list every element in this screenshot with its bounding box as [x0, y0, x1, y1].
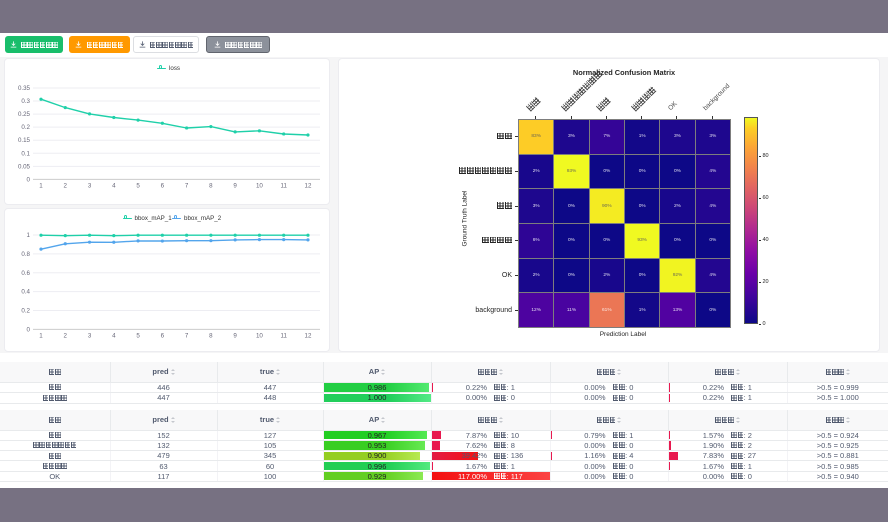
svg-text:0.3: 0.3: [21, 98, 30, 105]
svg-text:10: 10: [256, 332, 263, 339]
svg-text:5: 5: [136, 332, 140, 339]
svg-text:12: 12: [305, 332, 312, 339]
svg-text:7: 7: [185, 182, 189, 189]
svg-text:11: 11: [280, 332, 287, 339]
svg-text:0: 0: [27, 176, 31, 183]
svg-text:6: 6: [161, 182, 165, 189]
svg-text:3: 3: [88, 182, 92, 189]
svg-text:11: 11: [280, 182, 287, 189]
svg-text:0.05: 0.05: [18, 163, 31, 170]
svg-text:8: 8: [209, 332, 213, 339]
svg-text:0.8: 0.8: [21, 251, 30, 258]
svg-text:0.2: 0.2: [21, 308, 30, 315]
svg-text:0.15: 0.15: [18, 137, 31, 144]
svg-text:0.2: 0.2: [21, 124, 30, 131]
svg-text:0.1: 0.1: [21, 150, 30, 157]
svg-text:8: 8: [209, 182, 213, 189]
svg-text:4: 4: [112, 182, 116, 189]
svg-text:1: 1: [39, 182, 43, 189]
svg-text:0.4: 0.4: [21, 289, 30, 296]
svg-text:5: 5: [136, 182, 140, 189]
svg-text:0.25: 0.25: [18, 111, 31, 118]
svg-text:4: 4: [112, 332, 116, 339]
svg-text:12: 12: [305, 182, 312, 189]
svg-text:2: 2: [64, 332, 68, 339]
svg-text:0.35: 0.35: [18, 85, 31, 92]
svg-text:10: 10: [256, 182, 263, 189]
svg-text:1: 1: [27, 232, 31, 239]
svg-text:7: 7: [185, 332, 189, 339]
svg-text:0.6: 0.6: [21, 270, 30, 277]
svg-text:6: 6: [161, 332, 165, 339]
svg-text:9: 9: [233, 182, 237, 189]
svg-text:9: 9: [233, 332, 237, 339]
svg-text:1: 1: [39, 332, 43, 339]
svg-text:0: 0: [27, 326, 31, 333]
svg-text:3: 3: [88, 332, 92, 339]
svg-text:2: 2: [64, 182, 68, 189]
